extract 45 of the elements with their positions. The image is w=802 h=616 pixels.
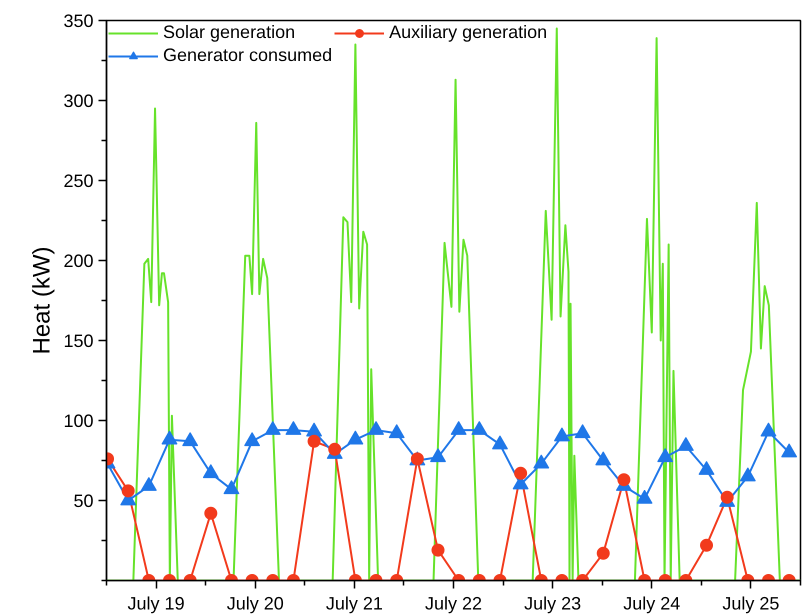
x-tick-label: July 22 <box>424 594 482 614</box>
legend-label: Solar generation <box>163 22 296 43</box>
y-tick-label: 350 <box>63 11 94 31</box>
y-tick-label: 250 <box>63 171 94 191</box>
point <box>678 436 694 451</box>
y-tick-label: 300 <box>63 91 94 111</box>
point <box>554 427 570 442</box>
x-tick-label: July 24 <box>623 594 680 614</box>
point <box>306 422 322 437</box>
point <box>450 420 467 435</box>
y-tick-label: 200 <box>63 251 94 271</box>
point <box>161 430 178 445</box>
point <box>698 460 715 475</box>
point <box>760 422 776 437</box>
x-tick-label: July 23 <box>524 594 582 614</box>
y-tick-label: 150 <box>63 331 94 351</box>
y-tick-label: 100 <box>63 411 94 431</box>
x-tick-label: July 20 <box>226 594 284 614</box>
point <box>140 476 157 491</box>
point <box>388 424 405 438</box>
point <box>636 490 653 504</box>
point <box>657 448 674 462</box>
point <box>264 420 281 435</box>
point <box>182 432 198 446</box>
point <box>368 420 384 435</box>
point <box>285 420 302 435</box>
point <box>595 451 612 466</box>
legend-label: Auxiliary generation <box>389 22 548 43</box>
point <box>347 430 364 445</box>
x-tick-label: July 25 <box>722 594 780 614</box>
point <box>740 467 756 482</box>
point <box>574 424 591 438</box>
x-tick-label: July 21 <box>326 594 383 614</box>
x-tick-label: July 19 <box>128 594 185 614</box>
legend-label: Generator consumed <box>163 45 332 66</box>
point <box>223 480 240 494</box>
point <box>430 448 446 462</box>
point <box>471 420 488 435</box>
y-tick-label: 50 <box>73 491 94 511</box>
point <box>533 454 550 469</box>
point <box>781 443 798 458</box>
point <box>492 435 508 450</box>
point <box>244 432 260 446</box>
point <box>202 464 219 478</box>
y-axis-title: Heat (kW) <box>28 246 56 354</box>
